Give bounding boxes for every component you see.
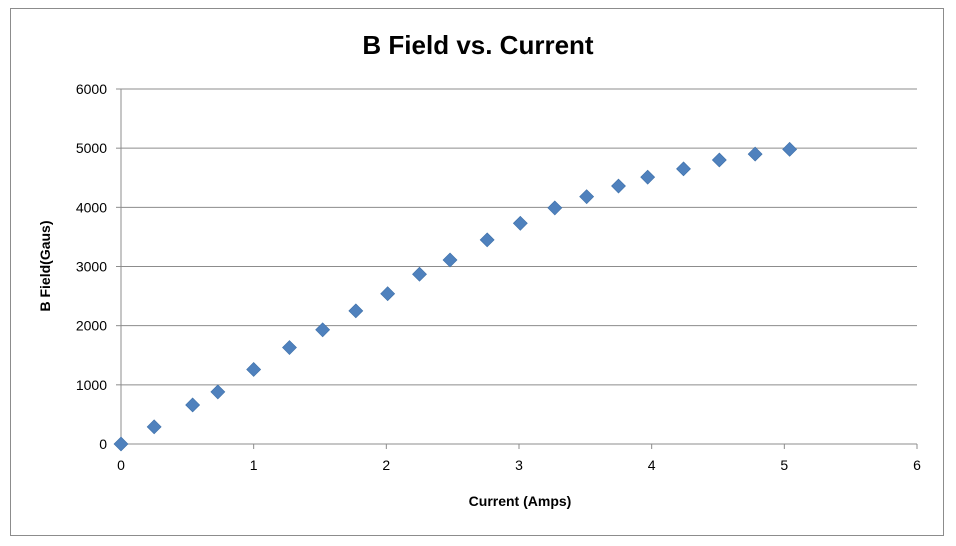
- axes: [116, 88, 918, 449]
- data-point: [782, 141, 798, 157]
- data-point: [282, 340, 297, 355]
- data-point: [185, 397, 201, 413]
- data-points: [113, 141, 798, 452]
- data-point: [512, 215, 528, 231]
- data-point: [676, 161, 691, 177]
- data-point: [380, 286, 396, 302]
- data-point: [579, 189, 595, 205]
- x-tick-label: 4: [648, 457, 656, 473]
- x-tick-label: 1: [250, 457, 258, 473]
- data-point: [747, 146, 763, 162]
- data-point: [412, 266, 427, 282]
- x-axis-label: Current (Amps): [469, 493, 572, 509]
- y-tick-label: 0: [99, 436, 107, 452]
- y-tick-label: 2000: [76, 318, 107, 334]
- data-point: [146, 419, 162, 435]
- data-point: [640, 169, 656, 185]
- y-tick-label: 4000: [76, 199, 107, 215]
- y-tick-label: 3000: [76, 259, 107, 275]
- x-tick-label: 3: [515, 457, 523, 473]
- data-point: [711, 152, 727, 168]
- chart-frame: [10, 8, 944, 536]
- x-tick-label: 5: [780, 457, 788, 473]
- gridlines: [121, 88, 917, 386]
- y-tick-label: 6000: [76, 81, 107, 97]
- data-point: [315, 322, 331, 338]
- data-point: [611, 178, 626, 194]
- x-tick-label: 6: [913, 457, 921, 473]
- data-point: [547, 200, 563, 216]
- y-tick-label: 5000: [76, 140, 107, 156]
- y-tick-labels: 0 1000 2000 3000 4000 5000 6000: [76, 81, 107, 452]
- data-point: [210, 384, 226, 400]
- x-tick-label: 0: [117, 457, 125, 473]
- data-point: [246, 362, 262, 377]
- data-point: [113, 436, 129, 452]
- y-tick-label: 1000: [76, 377, 107, 393]
- x-tick-labels: 0 1 2 3 4 5 6: [117, 457, 921, 473]
- chart-title: B Field vs. Current: [362, 30, 593, 60]
- data-point: [348, 303, 364, 319]
- y-axis-label: B Field(Gaus): [37, 220, 53, 311]
- data-point: [442, 252, 458, 268]
- data-point: [479, 232, 495, 248]
- x-tick-label: 2: [382, 457, 390, 473]
